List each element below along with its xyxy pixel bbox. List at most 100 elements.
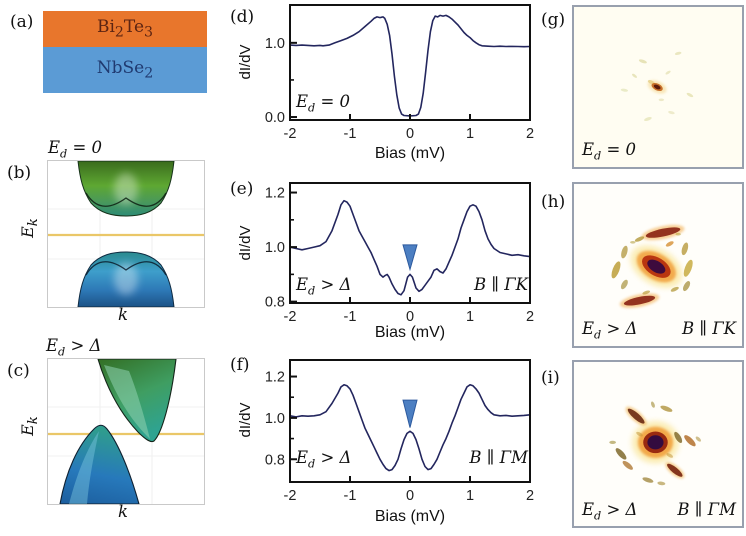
panel-h-annotation-right: B ∥ ΓK [681,319,736,338]
panel-d-spectrum-chart: -2 -1 0 1 2 0.0 1.0 [265,4,534,142]
panel-b-title: Ed = 0 [48,138,103,161]
panel-b-ylabel: Ek [18,218,42,238]
qpi-spot [638,59,647,64]
panel-f-spectrum-chart: -2 -1 0 1 2 0.8 1.0 1.2 [265,359,534,504]
band-edge-curve [85,192,167,207]
qpi-spot [620,88,629,92]
y-tick-label: 1.2 [265,370,285,386]
panel-g-annotation: Ed = 0 [582,140,637,163]
y-tick-label: 1.2 [265,186,285,202]
panel-d-annotation: Ed = 0 [296,92,351,115]
x-tick-label: -2 [284,488,297,504]
panel-b-tag: (b) [7,163,32,183]
nbse2-layer: NbSe2 [43,47,207,93]
panel-d-xaxis-title: Bias (mV) [374,145,446,162]
qpi-spot [615,448,627,460]
panel-a-tag: (a) [10,12,34,32]
qpi-spot [666,453,674,458]
panel-i-tag: (i) [541,368,560,388]
x-tick-label: 2 [526,309,534,325]
panel-f-annotation-left: Ed > Δ [296,448,352,471]
band-edge-curve [85,261,167,276]
panel-h-annotation-left: Ed > Δ [582,319,638,342]
x-tick-label: 1 [466,309,474,325]
panel-h-tag: (h) [541,192,566,212]
panel-f-xaxis-title: Bias (mV) [374,508,446,525]
panel-g-tag: (g) [541,10,566,30]
qpi-spot [657,481,666,486]
qpi-spot [622,460,633,470]
qpi-spot [634,236,645,242]
bi2te3-label: Bi2Te3 [96,17,154,41]
qpi-spot [665,241,674,247]
qpi-spot [627,408,645,424]
x-tick-label: 0 [406,488,414,504]
panel-e-annotation-right: B ∥ ΓK [473,275,528,294]
panel-i-annotation-right: B ∥ ΓM [677,500,736,519]
x-tick-label: 0 [406,126,414,142]
panel-b-band-diagram [47,160,205,308]
qpi-spot [670,286,679,292]
panel-e-annotation-left: Ed > Δ [296,275,352,298]
qpi-image [609,401,701,486]
qpi-spot [651,401,655,408]
x-tick-label: 2 [526,126,534,142]
panel-c-xlabel: k [118,502,128,521]
panel-h-qpi-map [572,182,744,348]
qpi-image [611,224,693,308]
qpi-image [620,51,694,121]
qpi-spot [684,435,696,447]
panel-i-annotation-left: Ed > Δ [582,500,638,523]
heterostructure-schematic: Bi2Te3 NbSe2 [43,11,207,93]
qpi-spot [695,436,701,442]
y-tick-label: 0.8 [265,295,285,311]
qpi-spot [636,431,643,437]
panel-f-tag: (f) [230,355,250,375]
qpi-spot [644,117,652,121]
panel-e-spectrum-chart: -2 -1 0 1 2 0.8 1.0 1.2 [265,182,534,325]
panel-c-tag: (c) [7,361,30,381]
qpi-spot [647,435,664,450]
qpi-spot [611,261,621,279]
didv-curve [289,199,531,296]
panel-b-xlabel: k [118,305,128,324]
zero-bias-peak-marker [402,399,418,428]
panel-d-tag: (d) [230,7,255,27]
qpi-spot [653,84,661,90]
panel-g-qpi-map [572,5,744,169]
qpi-spot [660,405,673,412]
x-tick-label: 1 [466,488,474,504]
bi2te3-layer: Bi2Te3 [43,11,207,47]
qpi-spot [645,227,681,238]
qpi-spot [621,245,628,259]
x-tick-label: -1 [344,126,357,142]
panel-i-qpi-map [572,360,744,528]
tilted-valence-band [59,424,140,504]
band-highlight [114,263,138,295]
zero-bias-peak-marker [402,244,418,272]
x-tick-label: -2 [284,309,297,325]
band-highlight [114,173,138,205]
panel-f-annotation-right: B ∥ ΓM [469,448,528,467]
x-tick-label: -1 [344,488,357,504]
band-diagram-tilted [48,359,204,504]
band-diagram-gapped [48,161,204,307]
qpi-spot [683,259,693,277]
x-tick-label: 1 [466,126,474,142]
panel-c-band-diagram [47,358,205,505]
qpi-spot [675,232,681,236]
didv-curve [289,383,531,472]
y-tick-label: 1.0 [265,411,285,427]
qpi-spot [686,92,694,98]
qpi-spot [667,463,683,477]
panel-c-title: Ed > Δ [46,336,102,359]
didv-curve [289,14,531,117]
x-tick-label: 2 [526,488,534,504]
panel-c-ylabel: Ek [18,416,42,436]
qpi-spot [674,51,682,56]
qpi-spot [609,440,616,444]
band-fold-highlight [69,431,99,504]
nbse2-label: NbSe2 [96,58,154,82]
panel-e-tag: (e) [230,179,254,199]
